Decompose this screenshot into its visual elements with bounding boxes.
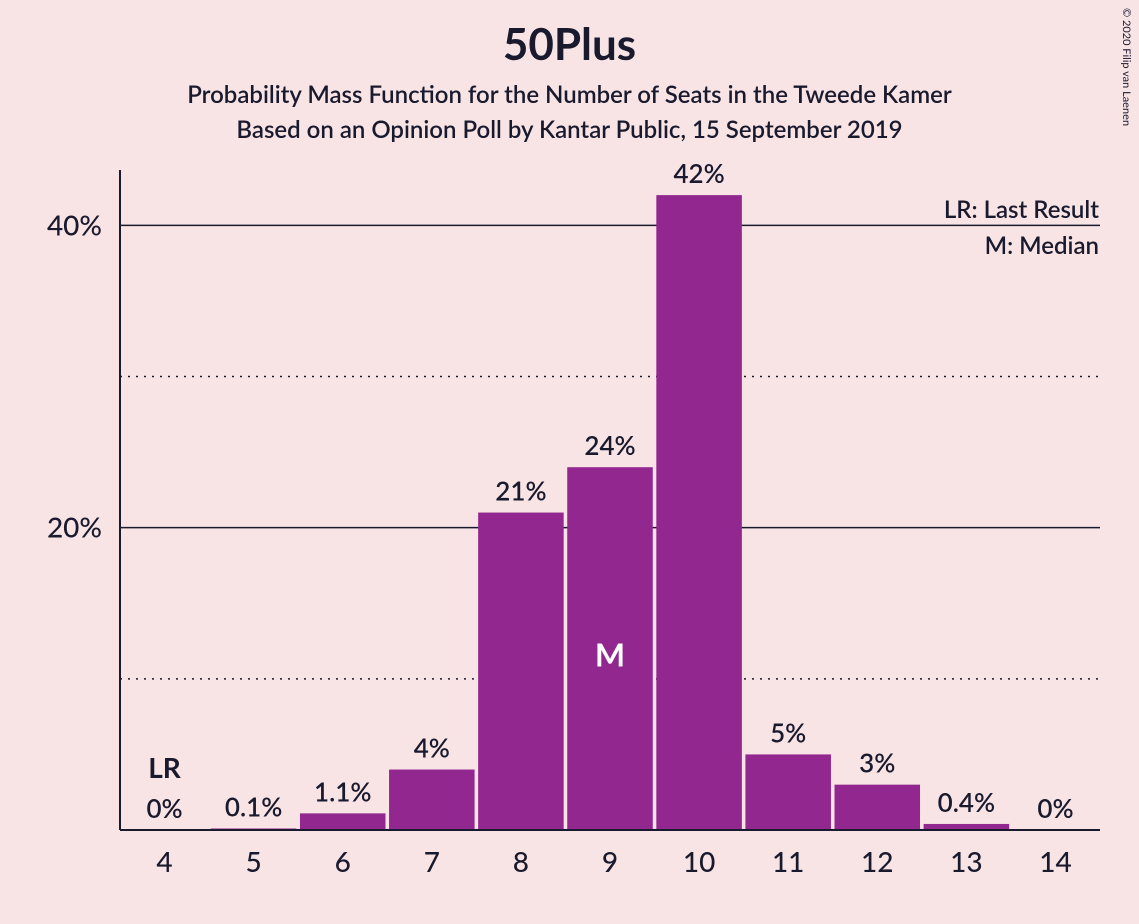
bar-value-label: 0% bbox=[1037, 792, 1073, 824]
bar bbox=[478, 513, 564, 830]
x-tick-label: 8 bbox=[513, 844, 529, 878]
x-tick-label: 11 bbox=[772, 844, 804, 878]
x-tick-label: 5 bbox=[246, 844, 262, 878]
bar-value-label: 4% bbox=[414, 732, 450, 764]
bar bbox=[835, 785, 921, 830]
copyright-text: © 2020 Filip van Laenen bbox=[1120, 8, 1133, 126]
x-tick-label: 9 bbox=[602, 844, 618, 878]
bar-value-label: 0% bbox=[146, 792, 182, 824]
legend-lr: LR: Last Result bbox=[944, 192, 1099, 228]
x-tick-label: 7 bbox=[424, 844, 440, 878]
x-tick-label: 4 bbox=[156, 844, 172, 878]
legend-m: M: Median bbox=[944, 228, 1099, 264]
bar-value-label: 0.1% bbox=[225, 790, 282, 822]
median-marker: M bbox=[595, 635, 625, 674]
legend-box: LR: Last Result M: Median bbox=[944, 192, 1099, 264]
y-tick-label: 20% bbox=[47, 510, 102, 544]
bar bbox=[300, 813, 386, 830]
bar bbox=[745, 754, 831, 830]
y-tick-label: 40% bbox=[47, 207, 102, 241]
chart-title: 50Plus bbox=[0, 18, 1139, 70]
bar-value-label: 42% bbox=[673, 157, 724, 189]
lr-marker: LR bbox=[148, 750, 182, 784]
chart-subtitle-1: Probability Mass Function for the Number… bbox=[0, 80, 1139, 109]
x-tick-label: 14 bbox=[1039, 844, 1071, 878]
bar-value-label: 0.4% bbox=[938, 786, 995, 818]
bar-value-label: 5% bbox=[770, 716, 806, 748]
x-tick-label: 10 bbox=[683, 844, 715, 878]
bar bbox=[389, 770, 475, 830]
bar-value-label: 3% bbox=[859, 747, 895, 779]
x-tick-label: 12 bbox=[861, 844, 893, 878]
bar-value-label: 1.1% bbox=[314, 775, 371, 807]
bar-value-label: 21% bbox=[495, 475, 546, 507]
chart-subtitle-2: Based on an Opinion Poll by Kantar Publi… bbox=[0, 115, 1139, 144]
x-tick-label: 6 bbox=[335, 844, 351, 878]
bar-value-label: 24% bbox=[584, 429, 635, 461]
x-tick-label: 13 bbox=[950, 844, 982, 878]
bar bbox=[656, 195, 742, 830]
